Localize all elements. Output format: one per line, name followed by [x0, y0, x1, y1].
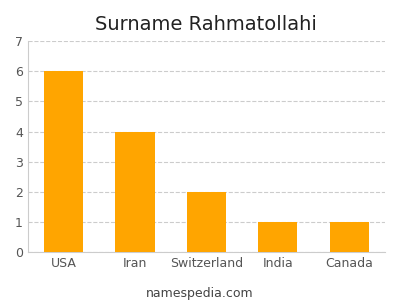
Bar	[258, 222, 298, 252]
Bar	[44, 71, 83, 252]
Bar	[187, 192, 226, 252]
Bar	[330, 222, 369, 252]
Bar	[116, 132, 155, 252]
Text: namespedia.com: namespedia.com	[146, 287, 254, 300]
Title: Surname Rahmatollahi: Surname Rahmatollahi	[96, 15, 317, 34]
